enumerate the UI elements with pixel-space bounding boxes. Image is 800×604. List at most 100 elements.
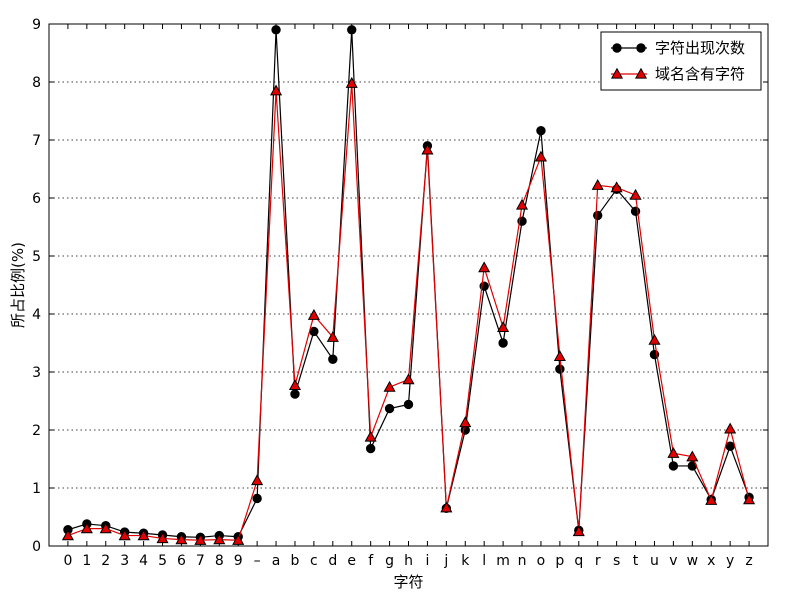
x-tick-label: 0 (63, 553, 72, 569)
x-tick-label: 6 (177, 553, 186, 569)
data-point (705, 493, 718, 505)
data-point (515, 198, 529, 210)
x-tick-label: j (443, 553, 448, 569)
series-line (67, 83, 750, 541)
legend-label: 字符出现次数 (655, 39, 745, 57)
data-point (498, 338, 508, 348)
x-tick-label: 2 (101, 553, 110, 569)
y-tick-label: 1 (32, 481, 41, 497)
data-point (610, 181, 623, 193)
plot-frame (48, 23, 769, 547)
x-tick-label: n (518, 553, 527, 569)
y-tick-label: 5 (32, 249, 41, 265)
data-point (347, 25, 357, 35)
data-point (725, 441, 735, 451)
data-point (364, 430, 377, 442)
data-point (591, 179, 604, 190)
data-point (497, 321, 510, 332)
data-point (553, 350, 566, 361)
data-point (232, 533, 245, 545)
data-point (383, 380, 396, 392)
data-point (213, 533, 226, 545)
data-point (328, 354, 338, 364)
x-tick-label: 8 (215, 553, 224, 569)
x-tick-label: k (461, 553, 470, 569)
data-point (384, 403, 395, 414)
x-tick-label: d (328, 553, 337, 569)
data-point (629, 188, 642, 200)
data-point (402, 373, 415, 385)
x-tick-label: o (537, 553, 546, 569)
legend-marker (634, 67, 648, 79)
series-1 (63, 25, 754, 542)
series-2 (61, 76, 756, 545)
data-point (175, 533, 188, 545)
legend-item-2: 域名含有字符 (610, 65, 745, 83)
legend-marker (610, 67, 624, 79)
data-point (555, 364, 565, 374)
data-point (345, 76, 358, 88)
data-point (667, 446, 680, 458)
data-point (137, 529, 150, 541)
data-point (156, 532, 169, 544)
data-point (80, 522, 93, 534)
data-point (307, 308, 320, 320)
legend-label: 域名含有字符 (655, 65, 745, 83)
legend-marker (636, 43, 646, 53)
y-tick-label: 3 (32, 365, 41, 381)
x-tick-label: c (310, 553, 318, 569)
y-tick-label: 8 (32, 75, 41, 91)
data-point (99, 522, 112, 534)
grid-lines (49, 81, 768, 489)
x-tick-label: u (650, 553, 659, 569)
data-point (593, 210, 603, 221)
data-point (743, 493, 756, 505)
series-layer (61, 25, 756, 545)
x-tick-label: r (595, 553, 601, 569)
x-tick-label: 1 (82, 553, 91, 569)
data-point (668, 461, 679, 471)
y-tick-label: 4 (32, 307, 41, 323)
data-point (252, 493, 262, 504)
x-axis-title: 字符 (393, 573, 423, 591)
data-point (572, 525, 585, 537)
x-tick-label: z (745, 553, 752, 569)
x-tick-label: i (425, 553, 429, 569)
legend-item-1: 字符出现次数 (611, 39, 745, 57)
data-point (648, 333, 661, 345)
y-tick-label: 9 (32, 17, 41, 33)
y-tick-label: 0 (32, 539, 41, 555)
x-tick-label: y (726, 553, 734, 569)
x-tick-label: w (687, 553, 698, 569)
x-tick-label: 7 (196, 553, 205, 569)
y-axis-title: 所占比例(%) (9, 242, 27, 328)
x-tick-label: m (496, 553, 510, 569)
x-tick-label: 4 (139, 553, 148, 569)
x-tick-label: x (707, 553, 715, 569)
x-tick-label: s (613, 553, 620, 569)
x-tick-label: t (633, 553, 639, 569)
data-point (118, 529, 131, 541)
data-point (459, 416, 472, 428)
y-tick-label: 7 (32, 133, 41, 149)
data-point (686, 450, 699, 462)
data-point (61, 529, 74, 541)
x-tick-label: h (404, 553, 413, 569)
x-tick-label: p (555, 553, 564, 569)
data-point (290, 389, 300, 399)
x-tick-label: 5 (158, 553, 167, 569)
x-tick-label: e (347, 553, 356, 569)
x-tick-label: 3 (120, 553, 129, 569)
x-tick-label: l (482, 553, 486, 569)
data-point (194, 533, 207, 545)
data-point (271, 25, 281, 35)
x-tick-label: – (254, 553, 261, 569)
data-point (536, 126, 546, 136)
y-tick-label: 2 (32, 423, 41, 439)
data-point (365, 443, 376, 454)
y-tick-label: 6 (32, 191, 41, 207)
x-tick-label: f (368, 553, 374, 569)
